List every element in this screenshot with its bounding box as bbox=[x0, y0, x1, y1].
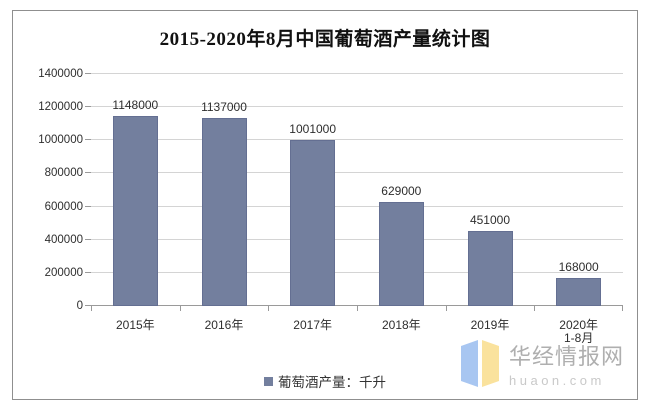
gridline bbox=[91, 106, 623, 108]
y-axis-label: 200000 bbox=[44, 266, 83, 279]
y-axis-label: 1000000 bbox=[38, 134, 83, 147]
y-axis-tick bbox=[85, 106, 91, 108]
chart-title: 2015-2020年8月中国葡萄酒产量统计图 bbox=[159, 29, 491, 50]
x-axis-tick bbox=[357, 306, 358, 311]
bar bbox=[290, 140, 336, 306]
x-axis-label: 2018年 bbox=[357, 319, 446, 332]
y-axis-tick bbox=[85, 271, 91, 273]
x-axis-label: 2019年 bbox=[446, 319, 535, 332]
bar-value-label: 168000 bbox=[558, 260, 599, 275]
bar-value-label: 451000 bbox=[469, 213, 510, 228]
x-axis-tick bbox=[91, 306, 92, 311]
gridline bbox=[91, 139, 623, 141]
bar-value-label: 1148000 bbox=[112, 97, 159, 112]
x-axis-tick bbox=[268, 306, 269, 311]
y-axis-tick bbox=[85, 238, 91, 240]
y-axis-tick bbox=[85, 139, 91, 141]
x-axis-label-line: 2018年 bbox=[381, 318, 421, 332]
x-axis-label: 2016年 bbox=[180, 319, 269, 332]
y-axis-tick bbox=[85, 205, 91, 207]
logo-left-page bbox=[461, 340, 478, 387]
bar-value-label: 1001000 bbox=[289, 122, 337, 137]
gridline bbox=[91, 205, 623, 207]
bar bbox=[556, 278, 602, 306]
bar-value-label: 629000 bbox=[381, 183, 422, 198]
legend: 葡萄酒产量：千升 bbox=[13, 371, 637, 391]
huaon-logo-icon bbox=[461, 340, 499, 387]
y-axis-tick bbox=[85, 305, 91, 306]
legend-label: 葡萄酒产量：千升 bbox=[278, 375, 386, 390]
y-axis-label: 0 bbox=[76, 300, 83, 312]
x-axis-label-line: 2017年 bbox=[293, 318, 332, 332]
watermark-text: 华经情报网 huaon.com bbox=[509, 344, 624, 388]
bar bbox=[467, 231, 513, 306]
bar bbox=[378, 201, 424, 306]
x-axis-tick bbox=[180, 306, 181, 311]
y-axis-label: 1200000 bbox=[38, 101, 83, 114]
x-axis-label-line: 2016年 bbox=[204, 318, 244, 332]
gridline bbox=[91, 172, 623, 174]
x-axis-label-line: 2019年 bbox=[470, 318, 510, 332]
plot-area: 0 200000 400000 600000 800000 1000000 1200000 1… bbox=[38, 68, 623, 345]
bar bbox=[201, 117, 247, 306]
chart-frame: 2015-2020年8月中国葡萄酒产量统计图 0 200000 400000 6000… bbox=[12, 10, 638, 400]
x-axis-tick bbox=[534, 306, 535, 311]
bar-value-label: 1137000 bbox=[201, 99, 247, 114]
y-axis-label: 800000 bbox=[44, 167, 83, 180]
y-axis-label: 600000 bbox=[44, 200, 83, 213]
x-axis-label-line: 1-8月 bbox=[563, 331, 594, 345]
x-axis-label: 2017年 bbox=[268, 319, 357, 332]
watermark-name: 华经情报网 bbox=[509, 344, 625, 369]
gridline bbox=[91, 271, 623, 273]
y-axis-label: 1400000 bbox=[38, 68, 83, 80]
x-axis-label-line: 2015年 bbox=[115, 318, 155, 332]
watermark-domain: huaon.com bbox=[509, 373, 605, 388]
x-axis-line bbox=[91, 305, 623, 306]
x-axis-label-line: 2020年 bbox=[559, 318, 598, 332]
x-axis-tick bbox=[446, 306, 447, 311]
y-axis-tick bbox=[85, 73, 91, 74]
x-axis-label: 2015年 bbox=[91, 319, 180, 332]
gridline bbox=[91, 73, 623, 74]
y-axis-tick bbox=[85, 172, 91, 174]
gridline bbox=[91, 238, 623, 240]
x-axis-label: 2020年 1-8月 bbox=[534, 319, 623, 345]
legend-marker-icon bbox=[264, 376, 273, 386]
logo-right-page bbox=[482, 340, 499, 387]
watermark: 华经情报网 huaon.com bbox=[459, 340, 624, 388]
y-axis-label: 400000 bbox=[44, 233, 83, 246]
x-axis-tick bbox=[622, 306, 623, 311]
bar bbox=[112, 115, 158, 306]
